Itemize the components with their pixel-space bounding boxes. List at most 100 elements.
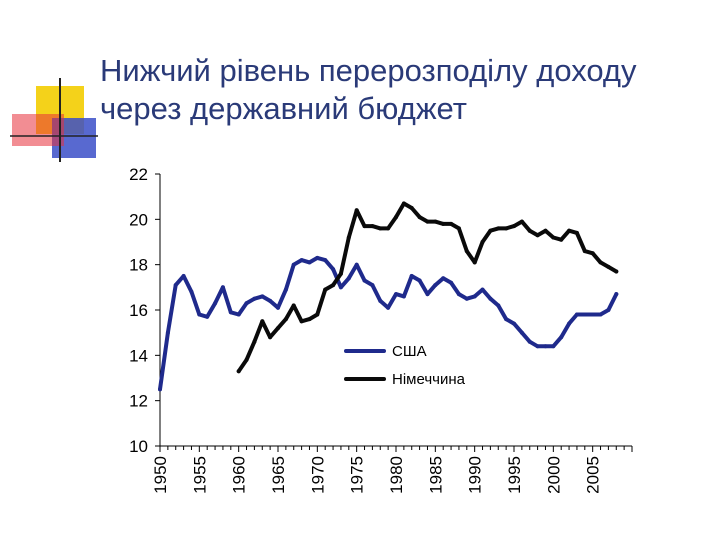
data-point: [173, 283, 178, 288]
data-point: [496, 226, 501, 231]
data-point: [417, 215, 422, 220]
data-point: [409, 206, 414, 210]
data-point: [331, 267, 336, 272]
legend-label-1: Німеччина: [392, 371, 466, 388]
data-point: [574, 230, 579, 235]
data-point: [464, 296, 469, 301]
data-point: [456, 292, 461, 297]
x-tick-label: 1990: [466, 456, 485, 494]
x-tick-label: 1965: [269, 456, 288, 494]
data-point: [582, 312, 587, 317]
data-point: [260, 319, 265, 324]
data-point: [441, 221, 446, 226]
data-point: [354, 208, 359, 213]
data-point: [472, 260, 477, 265]
data-point: [417, 278, 422, 283]
data-point: [409, 274, 414, 278]
data-point: [606, 308, 611, 312]
data-point: [158, 387, 162, 392]
data-point: [425, 219, 430, 224]
data-point: [252, 339, 257, 344]
series-line-1: [236, 201, 619, 374]
data-point: [512, 321, 516, 326]
y-tick-label: 18: [129, 256, 148, 275]
data-point: [582, 249, 587, 254]
data-point: [504, 317, 509, 322]
data-point: [535, 233, 540, 238]
data-point: [354, 262, 359, 267]
data-point: [614, 292, 619, 297]
x-tick-label: 1955: [190, 456, 209, 494]
data-point: [480, 287, 485, 292]
data-point: [323, 258, 328, 263]
data-point: [488, 296, 493, 301]
y-tick-label: 22: [129, 165, 148, 184]
data-point: [299, 319, 304, 324]
x-tick-labels: 1950 1955 1960 1965 1970 1975 1980 1985 1990 1995…: [151, 456, 603, 494]
data-point: [165, 330, 170, 335]
x-tick-label: 1985: [426, 456, 445, 494]
data-point: [449, 280, 454, 285]
legend-label-0: США: [392, 343, 427, 360]
data-point: [598, 260, 603, 265]
chart-axes: [155, 173, 633, 452]
x-tick-label: 2000: [544, 456, 563, 494]
data-point: [338, 271, 343, 276]
series-line-0: [158, 255, 619, 392]
data-point: [213, 301, 218, 306]
data-point: [559, 335, 564, 340]
x-tick-label: 1960: [230, 456, 249, 494]
data-point: [370, 283, 375, 288]
data-point: [362, 224, 367, 229]
data-point: [543, 344, 548, 349]
x-tick-label: 1995: [505, 456, 524, 494]
data-point: [220, 285, 225, 290]
x-tick-label: 1975: [348, 456, 367, 494]
data-point: [574, 312, 579, 317]
data-point: [480, 240, 485, 244]
data-point: [551, 235, 556, 240]
data-point: [512, 224, 516, 229]
data-point: [189, 289, 194, 294]
data-point: [181, 274, 186, 278]
data-point: [244, 301, 249, 306]
data-point: [567, 321, 572, 326]
data-point: [425, 292, 430, 297]
data-point: [519, 330, 524, 335]
slide-title: Нижчий рівень перерозподілу доходу через…: [100, 52, 710, 128]
data-point: [338, 285, 343, 290]
data-point: [527, 339, 532, 344]
y-tick-label: 10: [129, 437, 148, 456]
x-tick-label: 1970: [308, 456, 327, 494]
data-point: [378, 226, 383, 231]
data-point: [559, 237, 564, 242]
data-point: [598, 312, 603, 317]
data-point: [386, 305, 391, 310]
chart-legend: США Німеччина: [344, 343, 466, 388]
data-point: [331, 283, 336, 288]
decor-red-square: [12, 114, 64, 146]
data-point: [590, 312, 595, 317]
data-point: [268, 335, 273, 340]
data-point: [401, 201, 406, 206]
data-point: [362, 278, 367, 283]
data-point: [236, 312, 241, 317]
data-point: [590, 251, 595, 256]
data-point: [283, 317, 288, 322]
data-point: [519, 219, 524, 224]
data-point: [378, 298, 383, 303]
data-point: [283, 287, 288, 292]
data-point: [244, 357, 249, 362]
y-tick-label: 16: [129, 301, 148, 320]
data-point: [394, 292, 398, 297]
series-lines: [158, 201, 619, 392]
data-point: [441, 276, 446, 281]
y-tick-labels: 10 12 14 16 18 20 22: [129, 165, 148, 456]
data-point: [276, 326, 280, 331]
data-point: [307, 317, 312, 322]
data-point: [433, 283, 438, 288]
data-point: [567, 228, 572, 233]
data-point: [236, 369, 241, 374]
data-point: [464, 249, 469, 254]
